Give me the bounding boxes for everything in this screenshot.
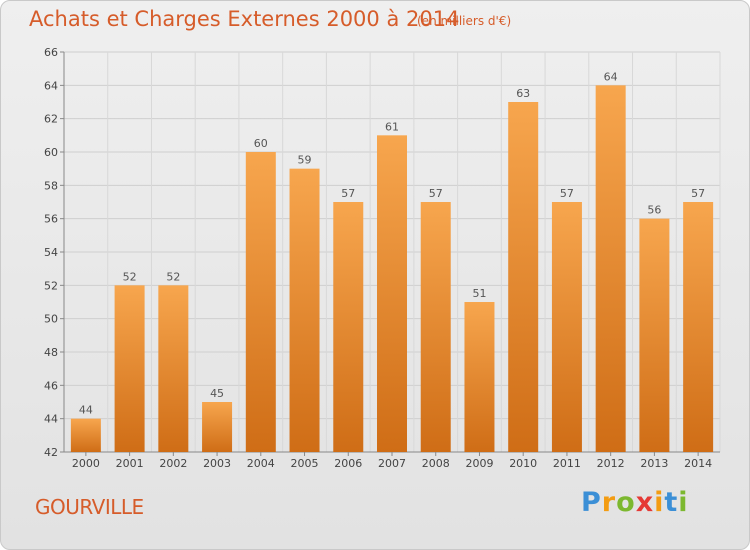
x-tick-label: 2006 [334, 457, 362, 470]
bar [333, 202, 364, 452]
data-label: 57 [429, 187, 443, 200]
data-label: 51 [472, 287, 486, 300]
data-label: 44 [79, 404, 93, 417]
bar [202, 402, 233, 452]
y-tick-label: 64 [44, 79, 58, 92]
y-tick-label: 56 [44, 213, 58, 226]
logo-letter: P [581, 487, 602, 518]
bar [551, 202, 582, 452]
x-tick-label: 2005 [291, 457, 319, 470]
chart-title: Achats et Charges Externes 2000 à 2014 [29, 7, 460, 31]
bar [245, 152, 276, 452]
y-tick-label: 60 [44, 146, 58, 159]
bar [377, 135, 407, 453]
y-tick-label: 46 [44, 379, 58, 392]
labels: 44 2000 52 2001 52 2002 45 2003 60 2004 59 2005 57 20… [72, 70, 712, 470]
bar [595, 85, 626, 452]
x-tick-label: 2001 [116, 457, 144, 470]
bar [683, 202, 714, 452]
x-tick-label: 2002 [159, 457, 187, 470]
data-label: 52 [166, 270, 180, 283]
logo-letter: r [601, 487, 617, 518]
data-label: 57 [341, 187, 355, 200]
x-tick-label: 2007 [378, 457, 406, 470]
x-tick-label: 2013 [640, 457, 668, 470]
data-label: 56 [647, 204, 661, 217]
bar [508, 102, 539, 452]
y-tick-label: 62 [44, 113, 58, 126]
y-tick-label: 50 [44, 313, 58, 326]
bar [114, 285, 145, 452]
x-tick-label: 2010 [509, 457, 537, 470]
bar [420, 202, 451, 452]
x-tick-label: 2000 [72, 457, 100, 470]
logo-letter: t [664, 487, 679, 518]
logo-letter: i [654, 487, 665, 518]
bars [70, 85, 714, 453]
bar [158, 285, 189, 452]
x-tick-label: 2012 [597, 457, 625, 470]
y-tick-label: 54 [44, 246, 58, 259]
data-label: 59 [298, 154, 312, 167]
x-tick-label: 2008 [422, 457, 450, 470]
x-tick-label: 2004 [247, 457, 275, 470]
data-label: 45 [210, 387, 224, 400]
x-tick-label: 2014 [684, 457, 712, 470]
y-tick-label: 66 [44, 46, 58, 59]
x-tick-label: 2003 [203, 457, 231, 470]
bar [289, 168, 320, 452]
data-label: 61 [385, 120, 399, 133]
y-tick-label: 52 [44, 279, 58, 292]
data-label: 60 [254, 137, 268, 150]
data-label: 64 [604, 70, 618, 83]
bar [639, 218, 670, 452]
data-label: 52 [123, 270, 137, 283]
chart-unit: (en milliers d'€) [417, 14, 512, 28]
proxiti-logo: Proxiti [581, 487, 689, 518]
y-tick-label: 58 [44, 179, 58, 192]
x-tick-label: 2011 [553, 457, 581, 470]
y-tick-label: 48 [44, 346, 58, 359]
bar [70, 418, 101, 452]
logo-letter: o [616, 487, 636, 518]
y-tick-label: 42 [44, 446, 58, 459]
data-label: 57 [560, 187, 574, 200]
data-label: 63 [516, 87, 530, 100]
commune-name: GOURVILLE [35, 495, 144, 519]
bar [464, 302, 495, 452]
y-tick-label: 44 [44, 413, 58, 426]
logo-letter: i [678, 487, 689, 518]
x-tick-label: 2009 [465, 457, 493, 470]
logo-letter: x [635, 487, 655, 518]
data-label: 57 [691, 187, 705, 200]
